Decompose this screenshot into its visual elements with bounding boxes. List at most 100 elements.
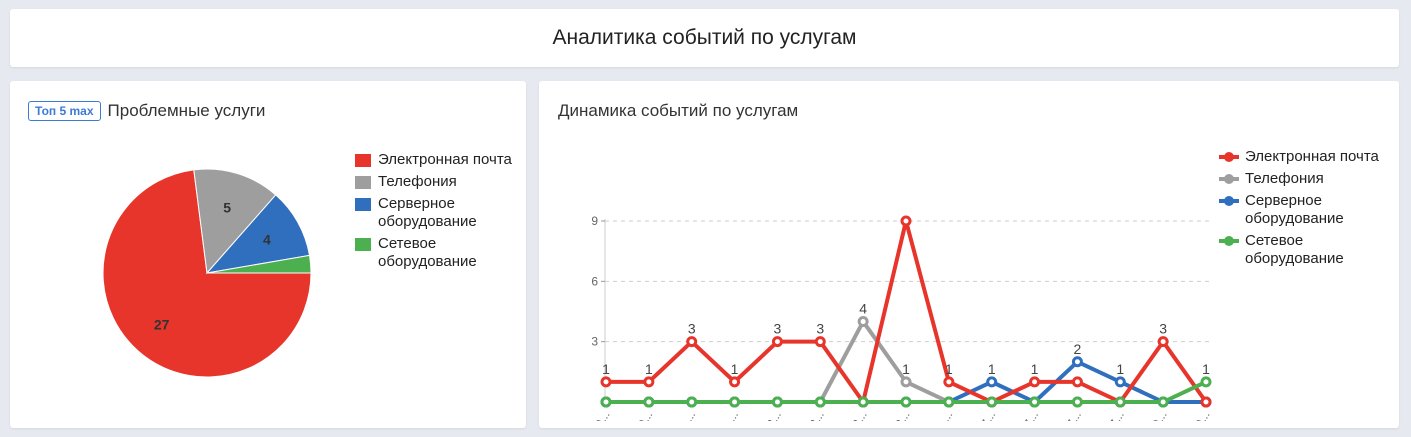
legend-label: Сетевое оборудование (378, 235, 477, 270)
legend-swatch (355, 154, 371, 167)
y-tick-label: 3 (591, 335, 598, 349)
y-tick-label: 9 (591, 214, 598, 228)
x-tick-label: 10.02... (880, 409, 912, 422)
pie-slice[interactable] (193, 168, 277, 275)
top-5-badge[interactable]: Топ 5 max (28, 101, 101, 121)
data-point[interactable] (1029, 376, 1041, 388)
line-legend-item[interactable]: Сетевое оборудование (1219, 232, 1394, 268)
problem-services-title-row: Топ 5 max Проблемные услуги (28, 101, 265, 121)
point-label: 1 (988, 361, 996, 377)
data-point[interactable] (1114, 396, 1126, 408)
problem-services-card: Топ 5 max Проблемные услуги 27 5 4 Электро… (10, 81, 526, 428)
x-tick-label: 18.07... (1009, 408, 1041, 421)
legend-label: Сетевое оборудование (1245, 232, 1344, 267)
data-point[interactable] (900, 396, 912, 408)
x-tick-label: 09.02... (838, 409, 870, 422)
legend-line-swatch (1219, 148, 1239, 166)
legend-swatch (355, 238, 371, 251)
pie-legend-item[interactable]: Телефония (355, 173, 520, 191)
data-point[interactable] (771, 336, 783, 348)
legend-label: Электронная почта (378, 151, 512, 168)
data-point[interactable] (643, 376, 655, 388)
page-title: Аналитика событий по услугам (552, 26, 857, 49)
pie-data-label: 27 (154, 317, 170, 333)
data-point[interactable] (986, 396, 998, 408)
point-label: 1 (1031, 361, 1039, 377)
legend-line-swatch (1219, 192, 1239, 210)
line-legend-item[interactable]: Серверное оборудование (1219, 192, 1394, 228)
point-label: 1 (602, 361, 610, 377)
events-dynamics-card: Динамика событий по услугам 3 6 9 11.09... 2… (539, 81, 1399, 428)
point-label: 4 (859, 301, 867, 317)
data-point[interactable] (1200, 376, 1212, 388)
x-tick-label: 11.09... (581, 409, 613, 422)
data-point[interactable] (771, 396, 783, 408)
data-point[interactable] (1200, 396, 1212, 408)
data-point[interactable] (1157, 336, 1169, 348)
pie-legend-item[interactable]: Серверное оборудование (355, 195, 520, 231)
data-point[interactable] (643, 396, 655, 408)
line-chart: 3 6 9 11.09... 21.09... 21.01... 26.01... 05.02… (581, 214, 1213, 422)
point-label: 1 (731, 361, 739, 377)
pie-slice[interactable] (206, 254, 312, 274)
x-tick-label: 19.07... (1052, 409, 1084, 422)
x-tick-label: 08.02... (795, 409, 827, 422)
pie-chart: 27 5 4 (102, 168, 312, 378)
data-point[interactable] (1071, 356, 1083, 368)
point-label: 3 (1159, 321, 1167, 337)
data-point[interactable] (686, 396, 698, 408)
legend-label: Серверное оборудование (378, 195, 477, 230)
point-label: 1 (945, 361, 953, 377)
data-point[interactable] (857, 316, 869, 328)
x-tick-label: 17.07... (966, 409, 998, 422)
point-label: 3 (688, 321, 696, 337)
data-point[interactable] (729, 396, 741, 408)
legend-swatch (355, 198, 371, 211)
pie-legend: Электронная почта Телефония Серверное обор… (355, 151, 520, 275)
pie-data-label: 4 (263, 232, 271, 248)
pie-slice[interactable] (205, 194, 311, 274)
data-point[interactable] (986, 376, 998, 388)
line-legend-item[interactable]: Электронная почта (1219, 148, 1394, 166)
point-label: 3 (816, 321, 824, 337)
legend-line-swatch (1219, 170, 1239, 188)
data-point[interactable] (857, 396, 869, 408)
data-point[interactable] (1114, 376, 1126, 388)
y-tick-label: 6 (591, 274, 598, 288)
data-point[interactable] (943, 396, 955, 408)
data-point[interactable] (943, 376, 955, 388)
data-point[interactable] (1029, 396, 1041, 408)
pie-legend-item[interactable]: Электронная почта (355, 151, 520, 169)
x-tick-label: 26.01... (709, 409, 741, 422)
x-tick-label: 05.02... (752, 409, 784, 422)
data-point[interactable] (900, 215, 912, 227)
legend-swatch (355, 176, 371, 189)
problem-services-title: Проблемные услуги (107, 101, 266, 120)
legend-label: Телефония (1245, 170, 1324, 187)
legend-label: Серверное оборудование (1245, 192, 1344, 227)
point-label: 1 (902, 361, 910, 377)
x-tick-label: 24.01... (923, 409, 955, 422)
point-label: 1 (645, 361, 653, 377)
data-point[interactable] (900, 376, 912, 388)
x-tick-label: 24.07... (1095, 409, 1127, 422)
x-tick-label: 03.10... (1138, 409, 1170, 422)
data-point[interactable] (814, 396, 826, 408)
data-point[interactable] (600, 396, 612, 408)
data-point[interactable] (1071, 396, 1083, 408)
x-tick-label: 21.09... (623, 409, 655, 422)
pie-legend-item[interactable]: Сетевое оборудование (355, 235, 520, 271)
data-point[interactable] (600, 376, 612, 388)
point-label: 3 (774, 321, 782, 337)
point-label: 2 (1074, 341, 1082, 357)
data-point[interactable] (814, 336, 826, 348)
events-dynamics-title: Динамика событий по услугам (558, 101, 799, 120)
line-legend-item[interactable]: Телефония (1219, 170, 1394, 188)
data-point[interactable] (1071, 376, 1083, 388)
data-point[interactable] (729, 376, 741, 388)
point-label: 1 (1116, 361, 1124, 377)
data-point[interactable] (686, 336, 698, 348)
data-point[interactable] (1157, 396, 1169, 408)
point-label: 1 (1202, 361, 1210, 377)
legend-label: Телефония (378, 173, 457, 190)
